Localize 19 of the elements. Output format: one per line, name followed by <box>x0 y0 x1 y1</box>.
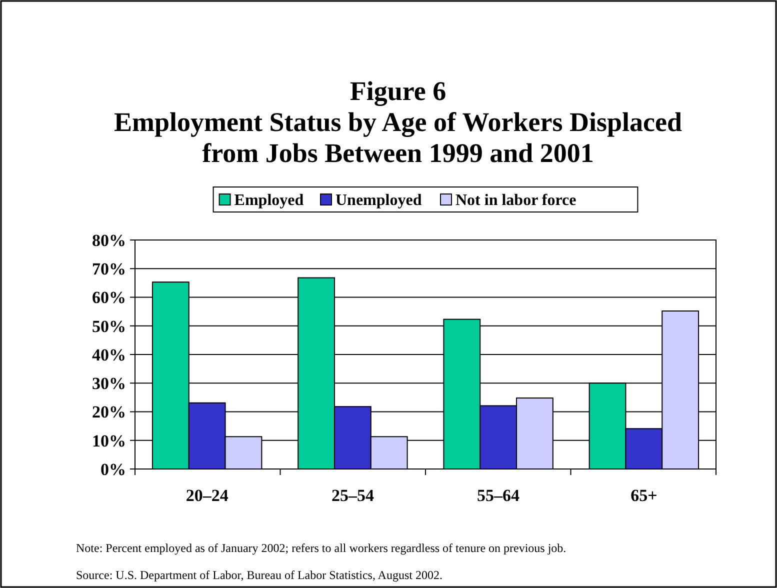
text: Note: Percent employed as of January 2002; refers to all workers regardless of tenure on previous job. <box>76 541 566 555</box>
y-tick-label: 60% <box>92 288 126 308</box>
y-tick-label: 70% <box>92 260 126 279</box>
chart-title: Figure 6 Employment Status by Age of Workers Displaced from Jobs Between 1999 and 2001 <box>114 76 682 168</box>
y-tick-label: 20% <box>92 402 126 422</box>
y-tick-label: 30% <box>92 374 126 394</box>
y-tick-label: 0% <box>100 460 126 479</box>
y-tick-label: 80% <box>92 230 126 250</box>
source-note: Source: U.S. Department of Labor, Bureau of Labor Statistics, August 2002. <box>76 568 442 582</box>
x-tick-label: 25–54 <box>331 486 374 505</box>
y-tick-label: 50% <box>92 316 126 336</box>
x-tick-label: 20–24 <box>186 486 229 505</box>
legend-label: Not in labor force <box>456 192 576 209</box>
y-tick-label: 40% <box>92 345 126 364</box>
x-tick-label: 55–64 <box>477 486 520 505</box>
x-tick-label: 65+ <box>630 486 658 505</box>
legend-label: Unemployed <box>336 192 422 209</box>
y-tick-label: 10% <box>92 431 126 450</box>
legend-label: Employed <box>234 192 304 209</box>
